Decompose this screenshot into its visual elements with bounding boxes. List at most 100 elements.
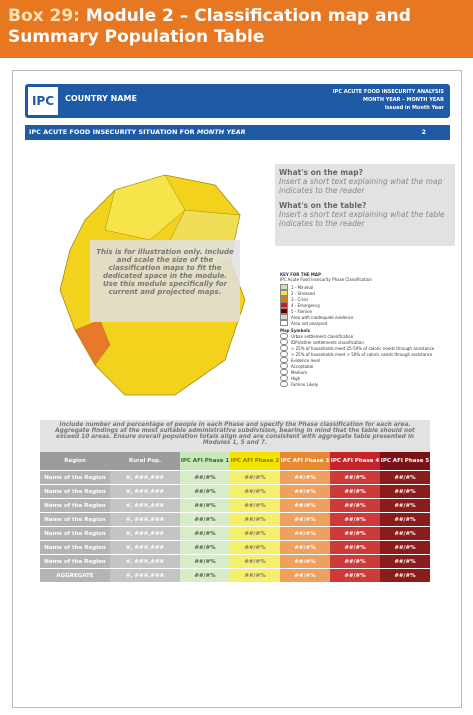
table-cell: ##/#%	[330, 484, 380, 499]
table-cell: #, ###,###	[110, 484, 180, 499]
legend-item: Medium	[280, 369, 445, 375]
table-row: Name of the Region #, ###,### ##/#% ##/#% ##…	[40, 526, 430, 541]
legend-label: Urban settlement classification	[291, 333, 354, 339]
table-body: Name of the Region #, ###,### ##/#% ##/#% ##…	[40, 470, 430, 583]
table-row: Name of the Region #, ###,### ##/#% ##/#% ##…	[40, 470, 430, 485]
legend-symbols: Urban settlement classification IDPs/othe…	[280, 333, 445, 387]
legend-label: > 25% of households meet 25-50% of calor…	[291, 345, 435, 351]
legend-item: 5 - Famine	[280, 308, 445, 314]
legend-label: Famine Likely	[291, 381, 319, 387]
table-cell: ##/#%	[180, 470, 230, 485]
legend-symbol	[280, 363, 288, 369]
legend-label: > 25% of households meet > 50% of calori…	[291, 351, 433, 357]
legend-symbol	[280, 351, 288, 357]
logo: IPC	[28, 87, 58, 115]
legend-item: 1 - Minimal	[280, 284, 445, 290]
legend-label: IDPs/other settlements classification	[291, 339, 364, 345]
legend-symbol	[280, 357, 288, 363]
table-cell: Name of the Region	[40, 512, 110, 527]
table-cell: ##/#%	[230, 554, 280, 569]
info-question: What's on the map?	[279, 168, 363, 177]
legend-swatch	[280, 302, 288, 308]
banner-line: IPC ACUTE FOOD INSECURITY ANALYSIS	[332, 89, 444, 95]
legend-label: 4 - Emergency	[291, 302, 321, 308]
table-cell: ##/#%	[280, 498, 330, 513]
table-cell: #, ###,###	[110, 540, 180, 555]
table-cell: #, ###,###	[110, 554, 180, 569]
info-answer: Insert a short text explaining what the …	[279, 210, 445, 228]
table-cell: ##/#%	[380, 498, 430, 513]
legend-item: IDPs/other settlements classification	[280, 339, 445, 345]
table-note: Include number and percentage of people …	[40, 420, 430, 456]
table-cell: ##/#%	[230, 470, 280, 485]
table-cell: ##/#%	[280, 554, 330, 569]
table-cell: #, ###,###	[110, 568, 180, 583]
table-row: Name of the Region #, ###,### ##/#% ##/#% ##…	[40, 554, 430, 569]
table-cell: ##/#%	[230, 512, 280, 527]
legend-item: Area with inadequate evidence	[280, 314, 445, 320]
page-frame	[12, 70, 462, 708]
column-header: Rural Pop.	[110, 452, 180, 471]
table-cell: ##/#%	[180, 568, 230, 583]
table-cell: ##/#%	[180, 540, 230, 555]
legend-items: 1 - Minimal 2 - Stressed 3 - Crisis 4 - Eme…	[280, 284, 445, 326]
table-cell: ##/#%	[180, 512, 230, 527]
table-row: Name of the Region #, ###,### ##/#% ##/#% ##…	[40, 484, 430, 499]
legend-item: Urban settlement classification	[280, 333, 445, 339]
table-cell: ##/#%	[180, 526, 230, 541]
table-cell: ##/#%	[380, 512, 430, 527]
table-cell: #, ###,###	[110, 512, 180, 527]
legend-label: 2 - Stressed	[291, 290, 315, 296]
table-cell: ##/#%	[280, 540, 330, 555]
table-cell: Name of the Region	[40, 498, 110, 513]
table-row: Name of the Region #, ###,### ##/#% ##/#% ##…	[40, 512, 430, 527]
legend-label: 3 - Crisis	[291, 296, 309, 302]
banner-line: MONTH YEAR – MONTH YEAR	[363, 97, 444, 103]
table-cell: ##/#%	[330, 568, 380, 583]
banner-line: Issued in Month Year	[384, 105, 444, 111]
legend-symbol	[280, 375, 288, 381]
table-cell: ##/#%	[180, 484, 230, 499]
table-cell: #, ###,###	[110, 470, 180, 485]
banner: IPC COUNTRY NAME IPC ACUTE FOOD INSECURI…	[25, 84, 450, 118]
box-header: Box 29: Module 2 – Classification map an…	[0, 0, 473, 58]
table-cell: Name of the Region	[40, 484, 110, 499]
map-area	[74, 319, 111, 366]
box-title: Module 2 – Classification map and Summar…	[8, 6, 411, 47]
legend-symbol	[280, 339, 288, 345]
legend-swatch	[280, 296, 288, 302]
table-cell: ##/#%	[380, 554, 430, 569]
table-cell: ##/#%	[230, 526, 280, 541]
column-header: IPC AFI Phase 3	[280, 452, 330, 471]
table-cell: ##/#%	[330, 498, 380, 513]
table-cell: Name of the Region	[40, 540, 110, 555]
section-bar: IPC ACUTE FOOD INSECURITY SITUATION FOR …	[25, 125, 450, 140]
table-cell: ##/#%	[280, 568, 330, 583]
legend-label: 1 - Minimal	[291, 284, 314, 290]
table-cell: ##/#%	[230, 540, 280, 555]
legend-symbol	[280, 369, 288, 375]
legend-item: Evidence level	[280, 357, 445, 363]
table-cell: ##/#%	[380, 568, 430, 583]
map-area	[104, 174, 186, 241]
legend-swatch	[280, 320, 288, 326]
section-title: IPC ACUTE FOOD INSECURITY SITUATION FOR	[29, 128, 195, 136]
legend-label: High	[291, 375, 301, 381]
table-cell: ##/#%	[230, 568, 280, 583]
legend-symbols-title: Map Symbols	[280, 328, 310, 333]
table-cell: ##/#%	[280, 470, 330, 485]
legend-label: 5 - Famine	[291, 308, 312, 314]
legend-item: Area not analysed	[280, 320, 445, 326]
legend-swatch	[280, 284, 288, 290]
section-title-em: MONTH YEAR	[196, 128, 246, 136]
table-cell: ##/#%	[380, 470, 430, 485]
column-header: IPC AFI Phase 2	[230, 452, 280, 471]
legend-label: Area not analysed	[291, 320, 328, 326]
legend-swatch	[280, 314, 288, 320]
table-row: Name of the Region #, ###,### ##/#% ##/#% ##…	[40, 498, 430, 513]
table-cell: ##/#%	[280, 512, 330, 527]
legend-subtitle: IPC Acute Food Insecurity Phase Classifi…	[280, 277, 372, 282]
legend-swatch	[280, 290, 288, 296]
table-row: Name of the Region #, ###,### ##/#% ##/#% ##…	[40, 540, 430, 555]
